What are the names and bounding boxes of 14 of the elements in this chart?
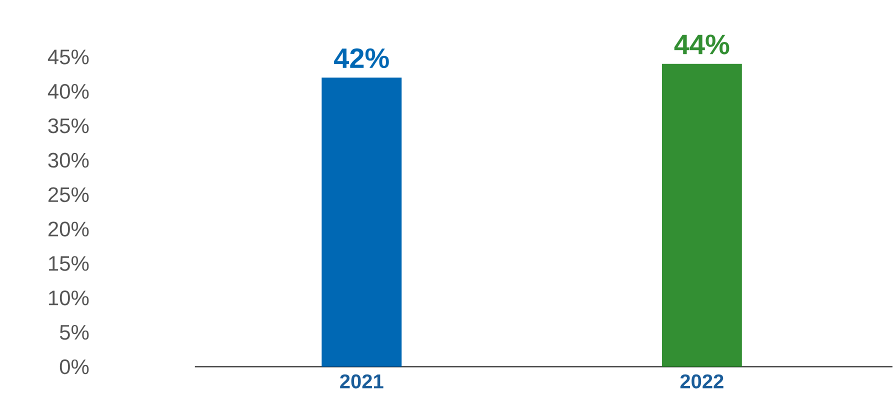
y-tick-label: 45% [48, 50, 89, 64]
y-tick-label: 35% [48, 118, 89, 134]
y-tick-label: 30% [48, 152, 89, 168]
x-tick-label: 2021 [340, 374, 384, 389]
y-tick-label: 40% [48, 84, 89, 99]
data-label: 42% [334, 48, 389, 68]
y-tick-label: 15% [49, 256, 89, 272]
x-tick-label: 2022 [680, 374, 724, 389]
y-tick-label: 20% [48, 222, 89, 237]
y-tick-label: 25% [48, 187, 89, 202]
data-label: 44% [674, 34, 730, 54]
y-tick-label: 5% [60, 325, 89, 340]
y-tick-label: 0% [60, 359, 89, 374]
y-tick-label: 10% [49, 290, 89, 306]
